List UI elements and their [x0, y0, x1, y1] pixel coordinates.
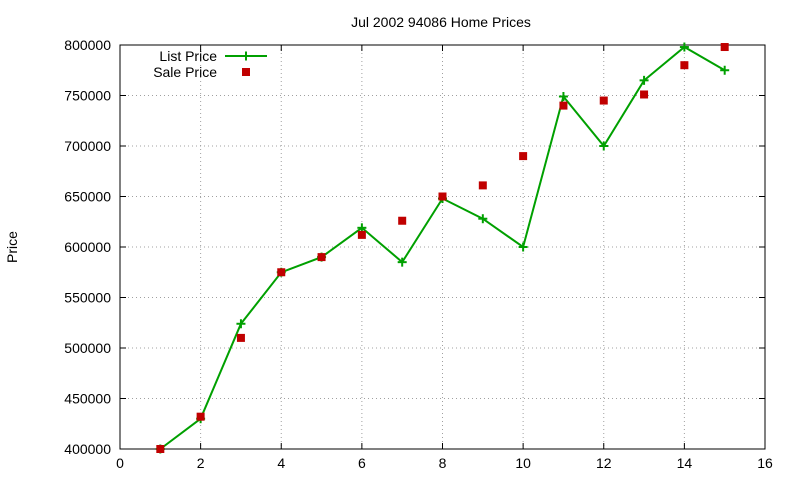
sale-price-point [196, 412, 205, 421]
legend-label-list-price: List Price [159, 48, 217, 64]
sale-price-point [478, 181, 487, 190]
y-tick-label: 400000 [64, 441, 111, 457]
list-price-point [639, 75, 649, 85]
sale-price-point [438, 192, 447, 201]
y-tick-label: 600000 [64, 239, 111, 255]
legend-marker-list-price [241, 51, 251, 61]
y-tick-label: 650000 [64, 189, 111, 205]
x-tick-label: 14 [677, 455, 693, 471]
x-tick-label: 16 [757, 455, 773, 471]
legend-marker-sale-price [242, 68, 250, 76]
legend-key-list-price [225, 51, 267, 61]
sale-price-point [236, 333, 245, 342]
series-layer [155, 42, 730, 454]
sale-price-point [357, 230, 366, 239]
y-tick-label: 750000 [64, 88, 111, 104]
sale-price-point [720, 43, 729, 52]
list-price-point [518, 242, 528, 252]
list-price-point [397, 257, 407, 267]
grid [120, 45, 765, 449]
list-price-point [478, 214, 488, 224]
sale-price-point [519, 152, 528, 161]
sale-price-point [559, 101, 568, 110]
x-tick-label: 12 [596, 455, 612, 471]
list-price-point [236, 319, 246, 329]
x-tick-label: 4 [277, 455, 285, 471]
series-sale-price [156, 43, 729, 453]
y-tick-label: 550000 [64, 290, 111, 306]
y-tick-label: 500000 [64, 340, 111, 356]
list-price-point [558, 92, 568, 102]
x-tick-label: 10 [515, 455, 531, 471]
x-tick-label: 2 [197, 455, 205, 471]
x-tick-label: 6 [358, 455, 366, 471]
x-tick-label: 0 [116, 455, 124, 471]
list-price-point [357, 223, 367, 233]
axis-ticks: 0 2 4 6 8 10 12 14 16 400000 450000 500000 550000 600… [64, 37, 773, 471]
y-axis-label: Price [4, 231, 20, 263]
y-tick-label: 700000 [64, 138, 111, 154]
list-price-point [720, 65, 730, 75]
list-price-line [159, 45, 726, 450]
y-tick-label: 800000 [64, 37, 111, 53]
x-tick-label: 8 [439, 455, 447, 471]
sale-price-point [156, 445, 165, 453]
sale-price-point [317, 253, 326, 262]
sale-price-point [398, 216, 407, 225]
series-list-price [155, 42, 730, 454]
sale-price-point [640, 90, 649, 99]
sale-price-point [277, 268, 286, 277]
list-price-point [599, 141, 609, 151]
sale-price-point [599, 96, 608, 105]
legend-label-sale-price: Sale Price [153, 64, 217, 80]
sale-price-point [680, 61, 689, 70]
y-tick-label: 450000 [64, 391, 111, 407]
chart-title: Jul 2002 94086 Home Prices [351, 14, 531, 30]
list-price-point [679, 42, 689, 52]
